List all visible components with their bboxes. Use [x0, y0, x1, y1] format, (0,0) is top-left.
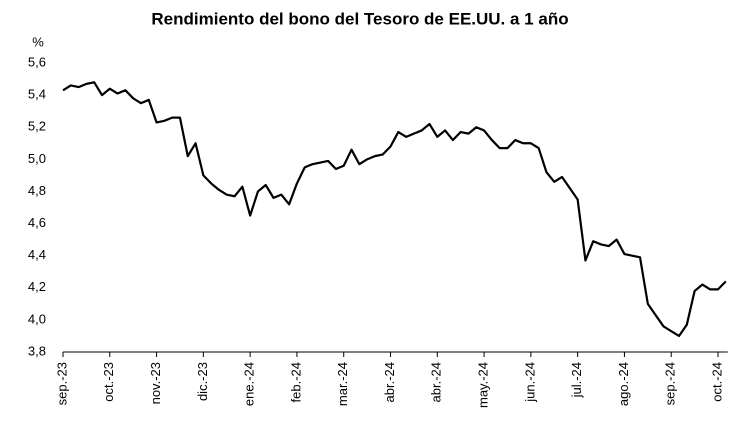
y-tick-label: 5,6: [28, 54, 46, 69]
y-tick-label: 5,4: [28, 87, 46, 102]
x-tick-label: jul.-24: [569, 362, 584, 398]
y-tick-label: 3,8: [28, 343, 46, 358]
x-tick-label: oct.-24: [709, 362, 724, 402]
y-unit: %: [32, 34, 44, 49]
x-tick-label: nov.-23: [148, 362, 163, 404]
x-tick-label: jun.-24: [522, 362, 537, 403]
y-tick-label: 5,0: [28, 151, 46, 166]
x-tick-label: oct.-23: [101, 362, 116, 402]
x-tick-label: sep.-23: [54, 362, 69, 405]
y-tick-label: 4,6: [28, 215, 46, 230]
chart-title: Rendimiento del bono del Tesoro de EE.UU…: [151, 9, 568, 28]
x-tick-label: ene.-24: [242, 362, 257, 406]
x-tick-label: feb.-24: [288, 362, 303, 402]
x-tick-label: abr.-24: [382, 362, 397, 402]
x-tick-label: ago.-24: [616, 362, 631, 406]
x-tick-label: mar.-24: [335, 362, 350, 406]
x-tick-label: sep.-24: [663, 362, 678, 405]
y-tick-label: 4,0: [28, 311, 46, 326]
y-tick-label: 4,4: [28, 247, 46, 262]
y-tick-label: 4,2: [28, 279, 46, 294]
x-tick-label: may.-24: [476, 362, 491, 408]
y-tick-label: 4,8: [28, 183, 46, 198]
line-series: [62, 81, 727, 338]
y-tick-label: 5,2: [28, 119, 46, 134]
x-tick-label: dic.-23: [195, 362, 210, 401]
x-tick-label: abr.-24: [429, 362, 444, 402]
